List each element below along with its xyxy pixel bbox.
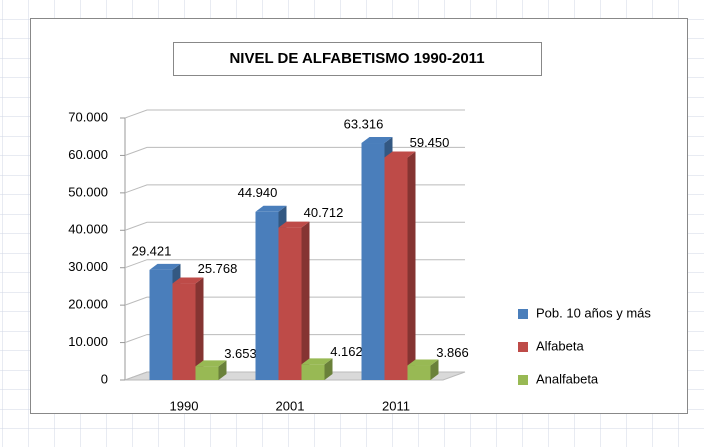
x-tick-label: 2001 — [276, 398, 305, 413]
bar-top — [361, 137, 393, 144]
bar-side — [430, 359, 439, 380]
chart-frame — [30, 18, 688, 414]
grid-line — [124, 371, 465, 381]
bar — [149, 269, 173, 380]
data-label: 3.653 — [224, 346, 257, 361]
bar-side — [195, 277, 204, 380]
bar — [195, 366, 219, 380]
title-box — [173, 42, 542, 76]
legend-label: Analfabeta — [536, 371, 599, 386]
bar — [361, 143, 385, 380]
bar-top — [301, 358, 333, 365]
bar — [384, 157, 408, 380]
bar-top — [255, 205, 287, 212]
bar-top — [278, 221, 310, 228]
y-tick-label: 0 — [101, 371, 108, 386]
legend-label: Pob. 10 años y más — [536, 305, 651, 320]
bar — [301, 364, 325, 380]
y-tick-label: 60.000 — [68, 147, 108, 162]
grid-line — [124, 221, 465, 231]
bar — [255, 211, 279, 380]
legend-label: Alfabeta — [536, 338, 584, 353]
grid-line — [124, 184, 465, 194]
data-label: 59.450 — [410, 135, 450, 150]
y-tick-label: 50.000 — [68, 184, 108, 199]
bar-top — [172, 277, 204, 284]
y-tick-label: 20.000 — [68, 297, 108, 312]
bar-top — [384, 151, 416, 158]
bar-side — [218, 360, 227, 380]
bar — [407, 365, 431, 380]
data-label: 63.316 — [344, 116, 384, 131]
bar — [172, 283, 196, 380]
y-tick-label: 30.000 — [68, 259, 108, 274]
data-label: 29.421 — [132, 243, 172, 258]
data-label: 3.866 — [436, 345, 469, 360]
y-tick-label: 40.000 — [68, 222, 108, 237]
bar — [278, 227, 302, 380]
bar-side — [407, 151, 416, 380]
bar-top — [195, 360, 227, 367]
chart-title: NIVEL DE ALFABETISMO 1990-2011 — [229, 50, 484, 67]
x-tick-label: 2011 — [382, 398, 410, 413]
grid-line — [124, 296, 465, 306]
grid-line — [124, 146, 465, 156]
bar-side — [324, 358, 333, 380]
legend-swatch — [518, 375, 528, 385]
data-label: 25.768 — [198, 261, 238, 276]
grid-line — [124, 109, 465, 119]
bar-top — [149, 263, 181, 270]
x-tick-label: 1990 — [170, 398, 199, 413]
grid-line — [124, 334, 465, 344]
grid-line — [124, 259, 465, 269]
y-tick-label: 10.000 — [68, 334, 108, 349]
legend-swatch — [518, 342, 528, 352]
y-tick-label: 70.000 — [68, 109, 108, 124]
plot: 0 10.000 20.000 30.000 40.000 50.000 60.000 70.… — [68, 109, 651, 413]
legend-swatch — [518, 309, 528, 319]
bar-side — [301, 221, 310, 380]
data-label: 44.940 — [238, 185, 278, 200]
data-label: 4.162 — [330, 344, 363, 359]
data-label: 40.712 — [304, 205, 344, 220]
bar-top — [407, 359, 439, 366]
